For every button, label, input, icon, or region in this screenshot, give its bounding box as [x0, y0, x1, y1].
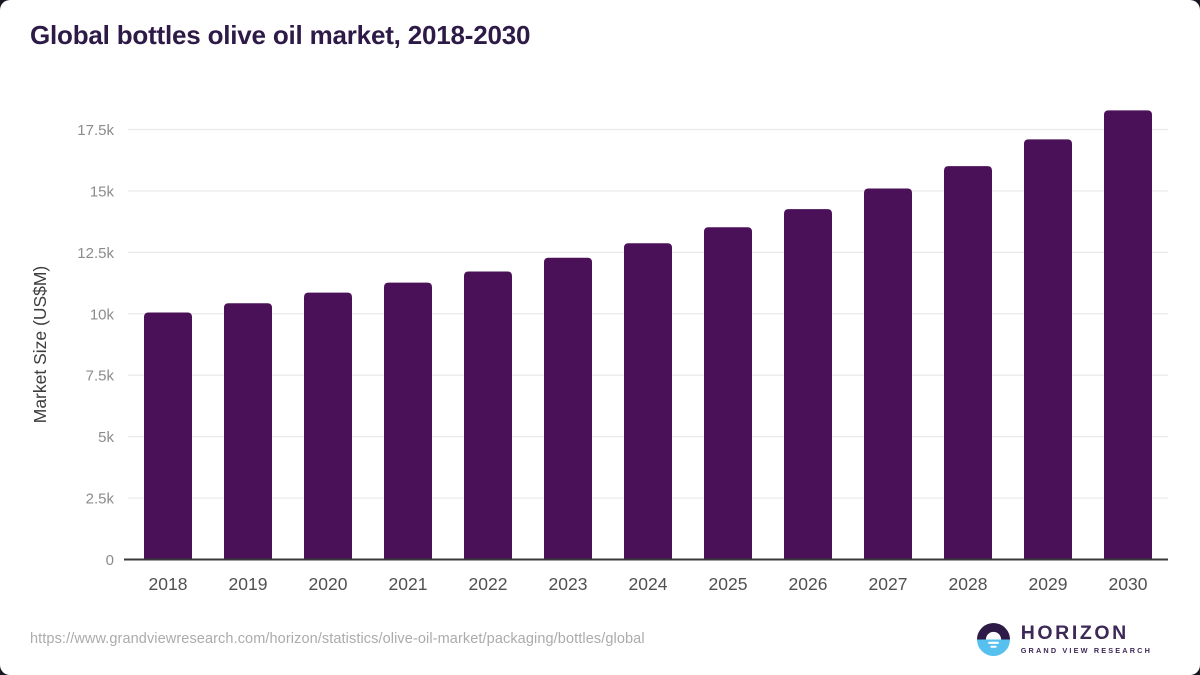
- bar-2026[interactable]: [784, 209, 832, 560]
- bar-chart: 0 2.5k 5k 7.5k 10k 12.5k 15k 17.5k Market Size (…: [30, 110, 1168, 594]
- bar-2027[interactable]: [864, 188, 912, 560]
- bar-2022[interactable]: [464, 271, 512, 560]
- bar-2024[interactable]: [624, 243, 672, 560]
- bar-2021[interactable]: [384, 282, 432, 560]
- x-tick-label: 2023: [549, 574, 588, 594]
- bar-2025[interactable]: [704, 227, 752, 560]
- y-tick-label: 17.5k: [77, 122, 114, 139]
- y-tick-label: 7.5k: [86, 368, 115, 385]
- logo-text: HORIZON GRAND VIEW RESEARCH: [1021, 624, 1152, 654]
- logo-subtitle: GRAND VIEW RESEARCH: [1020, 645, 1152, 655]
- y-tick-label: 15k: [90, 183, 115, 200]
- y-axis-title: Market Size (US$M): [30, 266, 50, 424]
- x-tick-label: 2024: [629, 574, 668, 594]
- x-tick-label: 2022: [469, 574, 508, 594]
- x-tick-label: 2027: [869, 574, 908, 594]
- x-tick-label: 2029: [1029, 574, 1068, 594]
- bar-2029[interactable]: [1024, 139, 1072, 560]
- source-url: https://www.grandviewresearch.com/horizo…: [30, 631, 645, 647]
- y-tick-label: 10k: [90, 306, 115, 323]
- bar-2023[interactable]: [544, 257, 592, 560]
- footer: https://www.grandviewresearch.com/horizo…: [30, 612, 1152, 666]
- bar-2018[interactable]: [144, 312, 192, 560]
- chart-title: Global bottles olive oil market, 2018-20…: [30, 20, 531, 50]
- x-tick-label: 2026: [789, 574, 828, 594]
- bar-2019[interactable]: [224, 303, 272, 560]
- bar-2020[interactable]: [304, 292, 352, 560]
- y-tick-label: 5k: [98, 429, 114, 446]
- x-tick-label: 2018: [149, 574, 188, 594]
- x-tick-label: 2030: [1109, 574, 1148, 594]
- y-tick-label: 12.5k: [77, 245, 114, 262]
- bar-2028[interactable]: [944, 166, 992, 560]
- x-tick-label: 2021: [389, 574, 428, 594]
- x-tick-label: 2025: [709, 574, 748, 594]
- horizon-logo-icon: [976, 622, 1010, 656]
- bar-2030[interactable]: [1104, 110, 1152, 560]
- logo-title: HORIZON: [1020, 622, 1129, 645]
- horizon-logo: HORIZON GRAND VIEW RESEARCH: [976, 622, 1152, 656]
- y-tick-label: 0: [106, 552, 114, 569]
- x-tick-label: 2019: [229, 574, 268, 594]
- x-tick-label: 2020: [309, 574, 348, 594]
- x-tick-label: 2028: [949, 574, 988, 594]
- y-tick-label: 2.5k: [86, 491, 115, 508]
